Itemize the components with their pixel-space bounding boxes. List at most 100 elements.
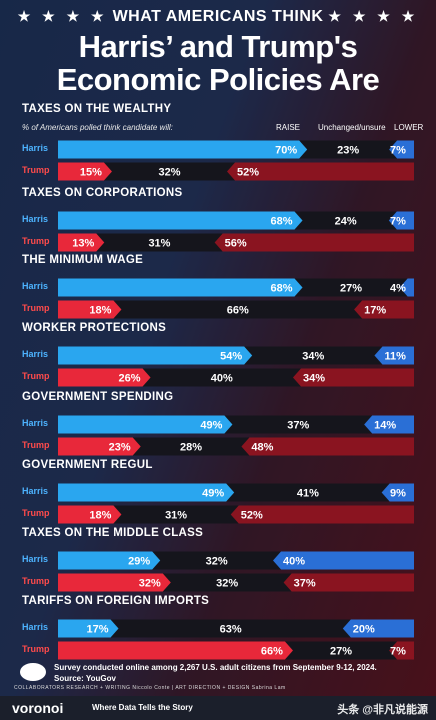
unchanged-segment <box>58 300 414 319</box>
lower-segment <box>388 211 414 230</box>
unchanged-value-label: 41% <box>297 488 319 500</box>
raise-segment <box>58 437 141 456</box>
category-section: THE MINIMUM WAGE Harris 68% 27% 4% Trump 18% 66… <box>14 254 422 324</box>
category-section: TAXES ON THE WEALTHY % of Americans polle… <box>14 103 424 181</box>
raise-segment <box>58 300 122 319</box>
raise-value-label: 70% <box>275 145 297 157</box>
category-title: TAXES ON CORPORATIONS <box>22 187 183 199</box>
survey-note: Survey conducted online among 2,267 U.S.… <box>54 663 377 672</box>
category-title: THE MINIMUM WAGE <box>22 254 144 266</box>
trump-label: Trump <box>22 644 50 654</box>
category-title: TAXES ON THE WEALTHY <box>22 103 172 115</box>
lower-value-label: 56% <box>225 238 247 250</box>
trump-label: Trump <box>22 303 50 313</box>
footer: Survey conducted online among 2,267 U.S.… <box>14 660 422 694</box>
category-title: GOVERNMENT REGUL <box>22 459 153 471</box>
lower-segment <box>283 573 414 592</box>
harris-bar: 49% 41% 9% <box>58 483 414 502</box>
category-section: GOVERNMENT REGUL Harris 49% 41% 9% Trump 18% 31… <box>14 459 422 529</box>
harris-bar: 29% 32% 40% <box>58 551 414 570</box>
legend-raise: RAISE <box>276 123 301 132</box>
harris-bar: 68% 24% 7% <box>58 211 414 230</box>
lower-segment <box>214 233 414 252</box>
harris-label: Harris <box>22 143 49 153</box>
raise-segment <box>58 415 233 434</box>
raise-value-label: 68% <box>270 216 292 228</box>
harris-label: Harris <box>22 486 49 496</box>
raise-segment <box>58 346 253 365</box>
title-line-2: Economic Policies Are <box>56 62 380 97</box>
lower-value-label: 34% <box>303 373 325 385</box>
lower-segment <box>273 551 414 570</box>
raise-value-label: 15% <box>80 167 102 179</box>
yougov-icon <box>20 663 46 681</box>
brand-tagline: Where Data Tells the Story <box>92 703 193 712</box>
lower-value-label: 11% <box>384 351 406 363</box>
lower-value-label: 7% <box>390 646 406 658</box>
trump-bar: 15% 32% 52% <box>58 162 414 181</box>
raise-segment <box>58 483 235 502</box>
kicker-text: WHAT AMERICANS THINK <box>112 8 324 25</box>
harris-bar: 17% 63% 20% <box>58 619 414 638</box>
chart-panel: TAXES ON THE WEALTHY % of Americans polle… <box>14 103 424 660</box>
title-line-1: Harris’ and Trump's <box>78 29 358 64</box>
category-section: WORKER PROTECTIONS Harris 54% 34% 11% Trump 26… <box>14 322 422 392</box>
raise-segment <box>58 211 303 230</box>
lower-value-label: 48% <box>251 442 273 454</box>
raise-value-label: 13% <box>72 238 94 250</box>
collaborators: COLLABORATORS RESEARCH + WRITING Niccolo… <box>14 685 286 691</box>
lower-segment <box>230 505 414 524</box>
raise-segment <box>58 162 112 181</box>
source: Source: YouGov <box>54 674 116 683</box>
raise-segment <box>58 505 122 524</box>
lower-value-label: 52% <box>237 167 259 179</box>
harris-bar: 68% 27% 4% <box>58 278 414 297</box>
raise-value-label: 18% <box>89 510 111 522</box>
raise-value-label: 49% <box>202 488 224 500</box>
trump-label: Trump <box>22 440 50 450</box>
raise-segment <box>58 233 105 252</box>
trump-bar: 18% 66% 17% <box>58 300 414 319</box>
stars-left: ★ ★ ★ ★ <box>17 8 108 24</box>
raise-segment <box>58 278 303 297</box>
raise-segment <box>58 619 119 638</box>
unchanged-value-label: 32% <box>158 167 180 179</box>
raise-segment <box>58 573 171 592</box>
category-section: GOVERNMENT SPENDING Harris 49% 37% 14% Trump 2… <box>14 391 422 461</box>
stars-right: ★ ★ ★ ★ <box>328 8 419 24</box>
raise-value-label: 54% <box>220 351 242 363</box>
legend-lower: LOWER <box>394 123 424 132</box>
lower-segment <box>241 437 414 456</box>
unchanged-value-label: 24% <box>335 216 357 228</box>
unchanged-value-label: 37% <box>287 420 309 432</box>
raise-value-label: 26% <box>119 373 141 385</box>
lower-segment <box>292 368 414 387</box>
category-section: TAXES ON CORPORATIONS Harris 68% 24% 7% Trump… <box>14 187 422 257</box>
raise-segment <box>58 551 161 570</box>
harris-label: Harris <box>22 622 49 632</box>
raise-segment <box>58 641 293 660</box>
lower-segment <box>227 162 414 181</box>
unchanged-value-label: 27% <box>340 283 362 295</box>
lower-value-label: 40% <box>283 556 305 568</box>
category-section: TARIFFS ON FOREIGN IMPORTS Harris 17% 63% 20… <box>14 595 422 665</box>
trump-label: Trump <box>22 576 50 586</box>
category-title: TAXES ON THE MIDDLE CLASS <box>22 527 204 539</box>
lower-value-label: 4% <box>390 283 406 295</box>
category-section: TAXES ON THE MIDDLE CLASS Harris 29% 32% 40%… <box>14 527 422 597</box>
raise-segment <box>58 140 308 159</box>
lower-segment <box>399 278 414 297</box>
unchanged-value-label: 32% <box>216 578 238 590</box>
unchanged-value-label: 34% <box>302 351 324 363</box>
unchanged-value-label: 23% <box>337 145 359 157</box>
lower-segment <box>354 300 414 319</box>
raise-segment <box>58 368 151 387</box>
harris-label: Harris <box>22 349 49 359</box>
trump-bar: 26% 40% 34% <box>58 368 414 387</box>
unchanged-value-label: 40% <box>211 373 233 385</box>
lower-segment <box>374 346 414 365</box>
trump-label: Trump <box>22 165 50 175</box>
trump-label: Trump <box>22 371 50 381</box>
harris-label: Harris <box>22 418 49 428</box>
category-title: WORKER PROTECTIONS <box>22 322 167 334</box>
